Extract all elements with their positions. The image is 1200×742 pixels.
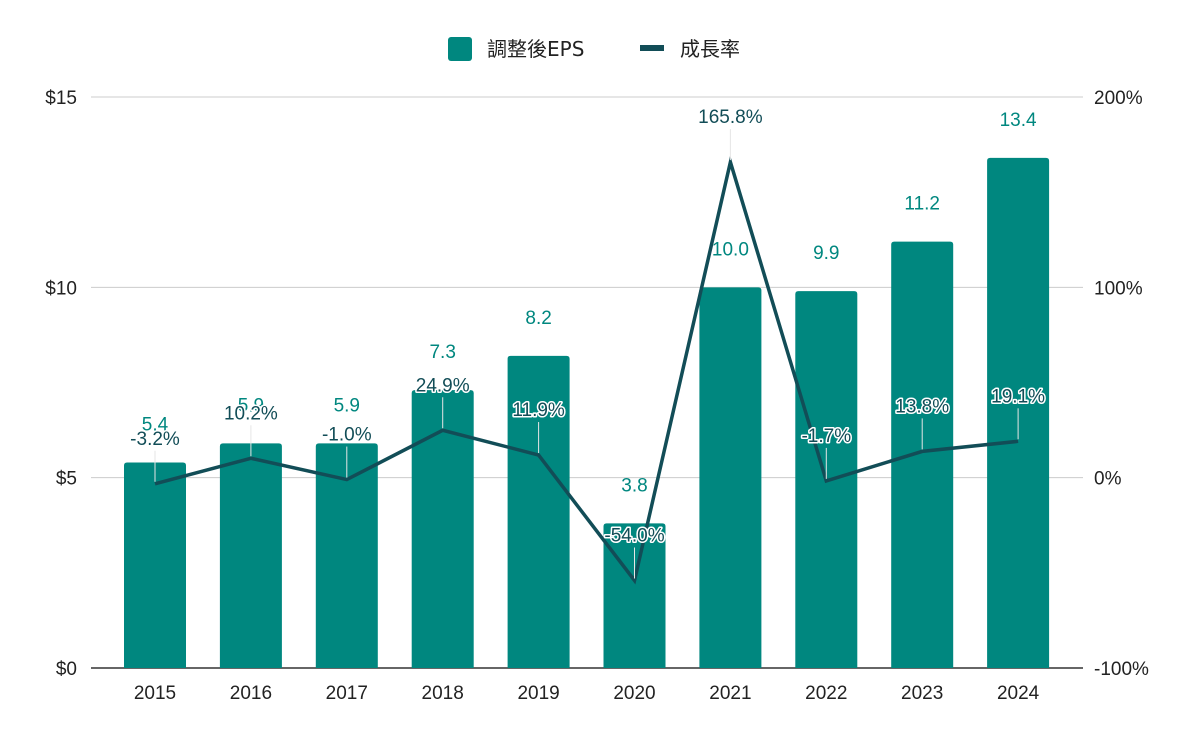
eps-bar: [411, 390, 474, 668]
x-axis-tick-label: 2016: [230, 683, 272, 704]
growth-line-labels: -3.2% 10.2% -1.0% 24.9% 11.9% -54.0% 165.8% -1.…: [129, 106, 1047, 579]
eps-bar: [891, 241, 954, 669]
growth-data-label: -54.0%: [604, 525, 664, 546]
x-axis-ticks: 2015 2016 2017 2018 2019 2020 2021 2022 2023 2024: [134, 683, 1040, 704]
growth-data-label: 13.8%: [895, 396, 949, 417]
right-axis-tick-label: -100%: [1094, 659, 1149, 680]
eps-data-label: 5.4: [142, 414, 169, 435]
left-axis-tick-label: $5: [56, 469, 77, 490]
x-axis-tick-label: 2020: [613, 683, 655, 704]
eps-data-label: 8.2: [525, 308, 551, 329]
x-axis-tick-label: 2021: [709, 683, 751, 704]
eps-bar-labels: 5.4 5.9 5.9 7.3 8.2 3.8 10.0 9.9 11.2 13.4: [142, 110, 1037, 496]
left-axis-tick-label: $10: [45, 278, 77, 299]
growth-data-label: 10.2%: [224, 403, 278, 424]
eps-data-label: 13.4: [1000, 110, 1037, 131]
legend-label-growth: 成長率: [680, 37, 740, 61]
right-axis-tick-label: 100%: [1094, 278, 1143, 299]
growth-data-label: -1.0%: [322, 425, 372, 446]
eps-data-label: 3.8: [621, 475, 647, 496]
eps-data-label: 9.9: [813, 243, 839, 264]
x-axis-tick-label: 2015: [134, 683, 176, 704]
x-axis-tick-label: 2022: [805, 683, 847, 704]
eps-bars: [124, 157, 1050, 669]
right-axis-ticks: -100% 0% 100% 200%: [1094, 88, 1149, 680]
eps-bar: [315, 443, 378, 668]
x-axis-tick-label: 2019: [517, 683, 559, 704]
growth-line-series: [154, 155, 1019, 585]
left-axis-tick-label: $15: [45, 88, 77, 109]
growth-data-label: 165.8%: [698, 107, 763, 128]
eps-bar: [699, 287, 762, 668]
growth-data-label: 11.9%: [512, 400, 565, 421]
right-axis-tick-label: 0%: [1094, 469, 1122, 490]
left-axis-ticks: $0 $5 $10 $15: [45, 88, 77, 680]
legend-marker-growth: [640, 45, 664, 51]
growth-data-label: 24.9%: [416, 375, 470, 396]
x-axis-tick-label: 2018: [422, 683, 464, 704]
right-axis-tick-label: 200%: [1094, 88, 1143, 109]
eps-data-label: 5.9: [334, 395, 360, 416]
eps-data-label: 5.9: [238, 395, 264, 416]
legend-label-eps: 調整後EPS: [487, 37, 584, 61]
x-axis-tick-label: 2024: [997, 683, 1040, 704]
eps-bar: [124, 462, 186, 668]
growth-data-label: 19.1%: [991, 386, 1045, 407]
eps-data-label: 7.3: [429, 342, 455, 363]
eps-data-label: 11.2: [904, 194, 940, 215]
growth-line: [154, 155, 1019, 585]
x-axis-tick-label: 2023: [901, 683, 943, 704]
eps-bar: [507, 355, 570, 668]
eps-bar: [219, 443, 282, 668]
eps-data-label: 10.0: [712, 239, 749, 260]
legend-marker-eps: [448, 37, 472, 61]
left-axis-tick-label: $0: [56, 659, 77, 680]
legend: 調整後EPS 成長率: [448, 37, 740, 61]
x-axis-tick-label: 2017: [326, 683, 368, 704]
growth-data-label: -3.2%: [130, 429, 180, 450]
growth-data-label: -1.7%: [801, 426, 851, 447]
